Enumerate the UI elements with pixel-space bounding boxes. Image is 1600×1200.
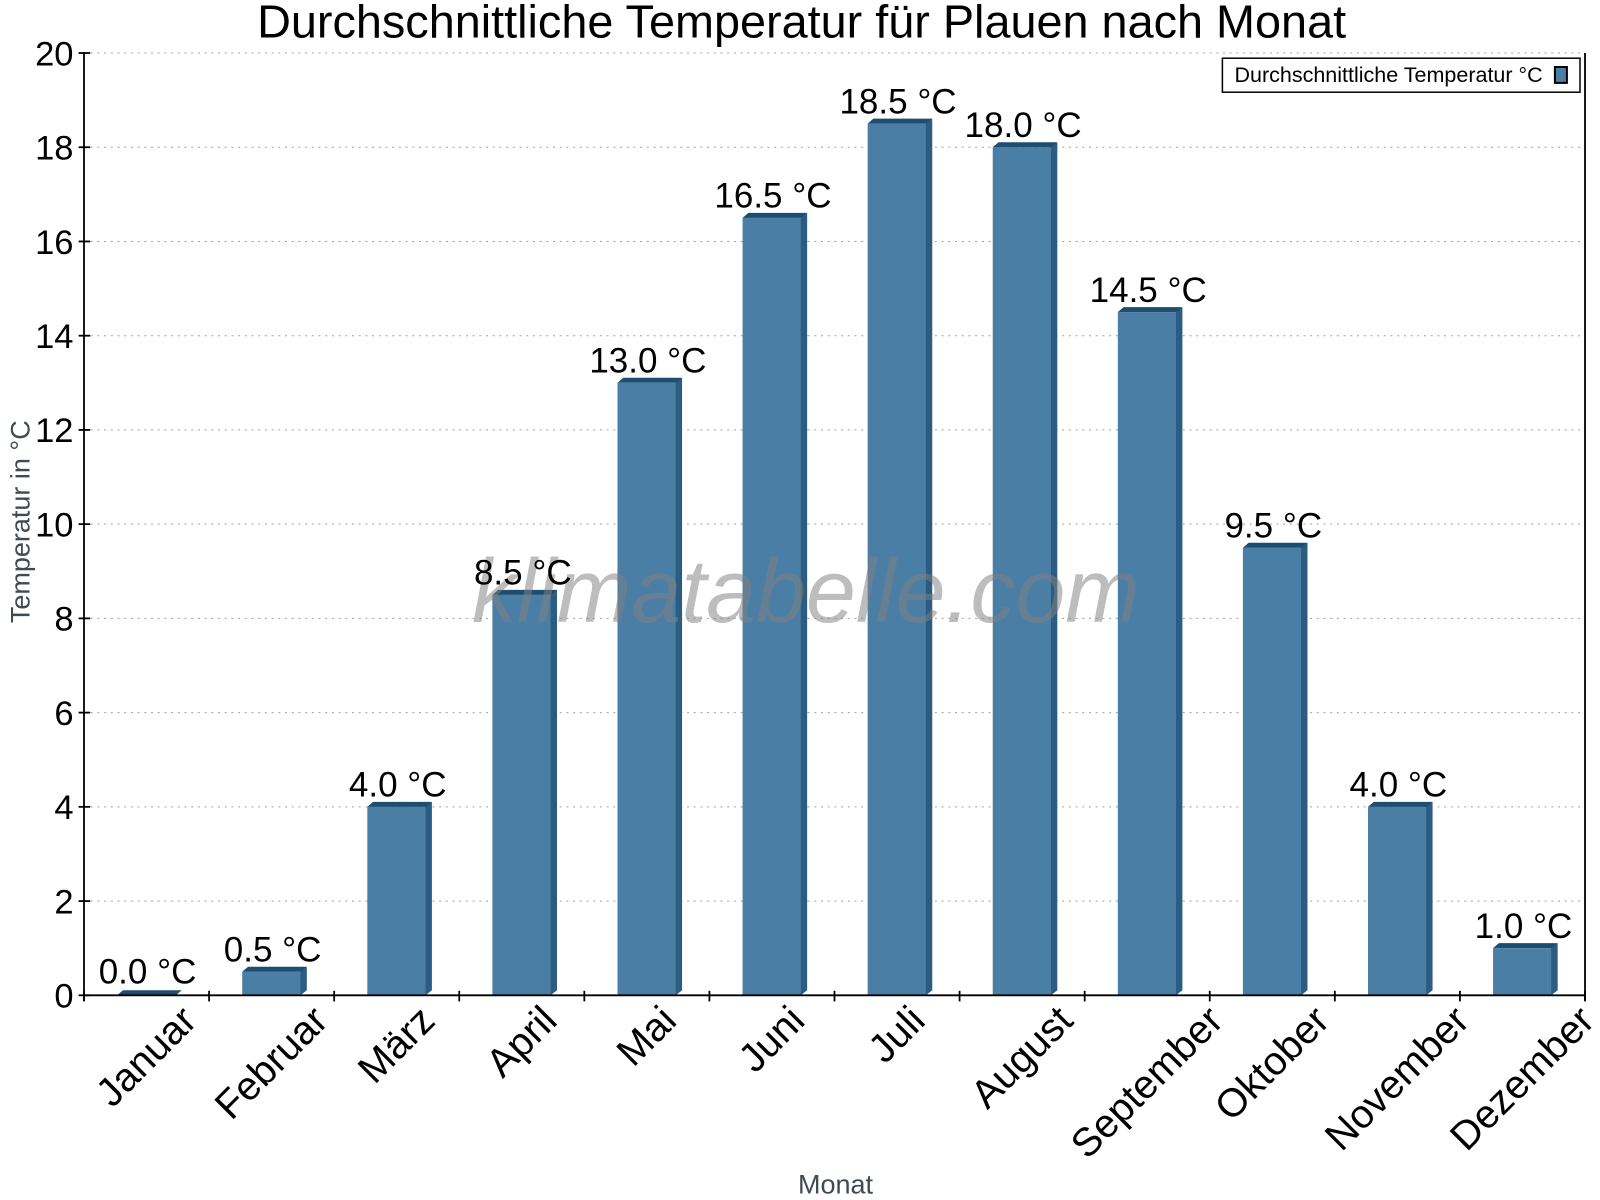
svg-text:4.0 °C: 4.0 °C: [349, 766, 447, 805]
svg-text:6: 6: [54, 695, 73, 733]
svg-text:8.5 °C: 8.5 °C: [474, 554, 572, 593]
svg-text:1.0 °C: 1.0 °C: [1475, 907, 1573, 946]
svg-text:18.0 °C: 18.0 °C: [965, 106, 1082, 145]
svg-text:Temperatur in °C: Temperatur in °C: [5, 420, 35, 623]
svg-text:0: 0: [54, 978, 73, 1016]
svg-text:Monat: Monat: [798, 1169, 874, 1199]
svg-text:8: 8: [54, 601, 73, 639]
svg-text:16.5 °C: 16.5 °C: [714, 177, 831, 216]
svg-text:9.5 °C: 9.5 °C: [1224, 507, 1322, 546]
svg-text:14: 14: [35, 318, 73, 356]
svg-text:13.0 °C: 13.0 °C: [589, 342, 706, 381]
svg-text:20: 20: [35, 35, 73, 73]
svg-text:12: 12: [35, 412, 73, 450]
svg-text:18: 18: [35, 130, 73, 168]
svg-text:0.5 °C: 0.5 °C: [224, 931, 322, 970]
svg-text:10: 10: [35, 506, 73, 544]
svg-text:Durchschnittliche Temperatur f: Durchschnittliche Temperatur für Plauen …: [257, 0, 1346, 48]
svg-text:4: 4: [54, 789, 73, 827]
svg-text:14.5 °C: 14.5 °C: [1090, 271, 1207, 310]
svg-text:0.0 °C: 0.0 °C: [99, 952, 197, 991]
svg-text:18.5 °C: 18.5 °C: [839, 82, 956, 121]
svg-text:klimatabelle.com: klimatabelle.com: [472, 542, 1140, 642]
svg-text:4.0 °C: 4.0 °C: [1350, 766, 1448, 805]
svg-text:Durchschnittliche Temperatur °: Durchschnittliche Temperatur °C: [1235, 63, 1543, 87]
svg-text:16: 16: [35, 224, 73, 262]
svg-text:2: 2: [54, 883, 73, 921]
